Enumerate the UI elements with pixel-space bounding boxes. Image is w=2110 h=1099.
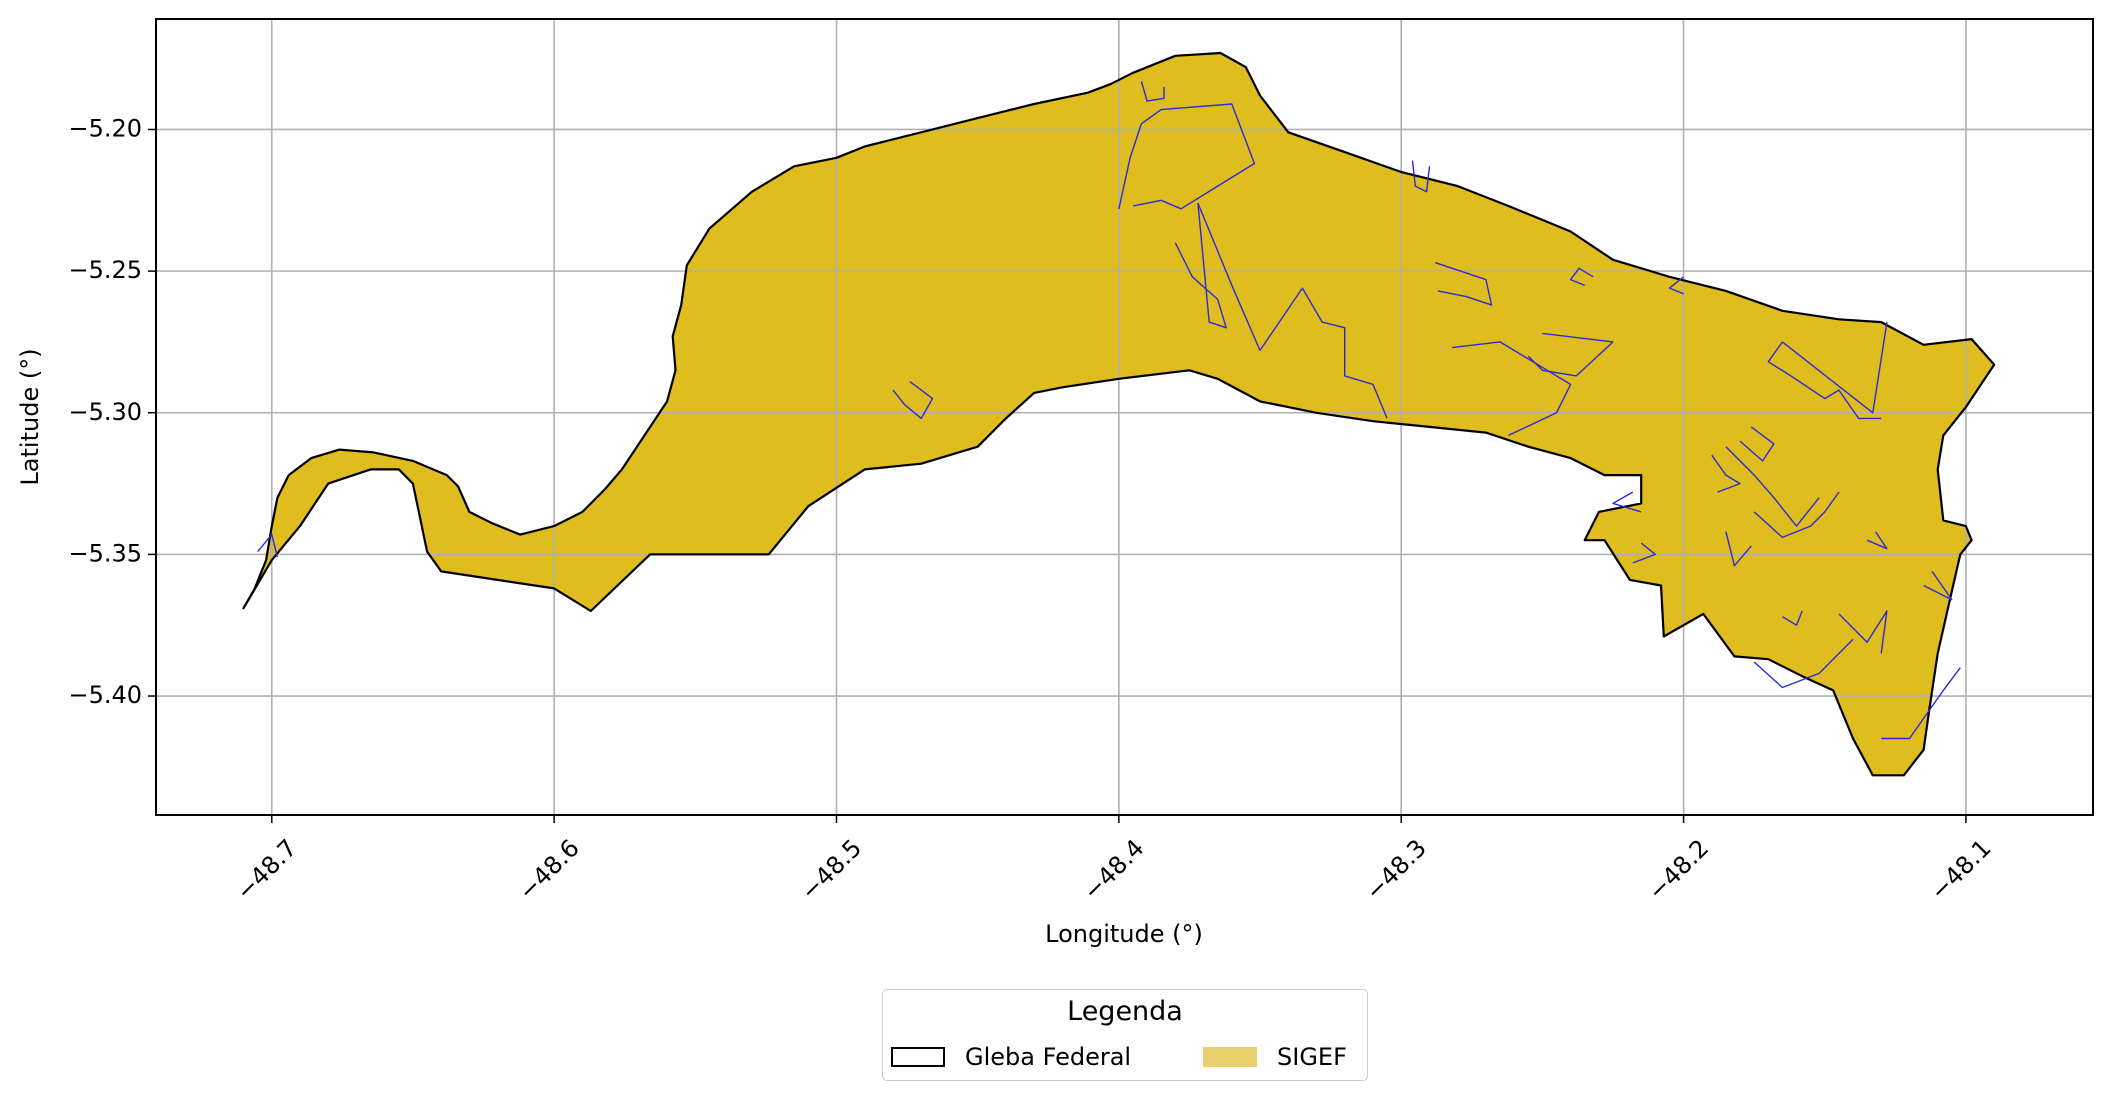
- sigef-parcel-outline: [1753, 491, 1840, 539]
- sigef-parcel-outline: [1725, 531, 1752, 567]
- sigef-parcel-outline: [1569, 267, 1594, 286]
- sigef-parcel-outline: [1782, 610, 1803, 626]
- plot-frame: [155, 18, 2094, 816]
- legend-item-gleba-federal: Gleba Federal: [891, 1042, 1131, 1072]
- sigef-parcel-outline: [1739, 426, 1775, 462]
- sigef-parcel-outline: [1711, 454, 1741, 493]
- sigef-parcel-outline: [1411, 160, 1431, 193]
- y-axis-label: Latitude (°): [16, 348, 44, 485]
- sigef-parcel-outline: [1767, 341, 1882, 420]
- sigef-parcel-outline: [1612, 491, 1642, 513]
- sigef-area: [243, 53, 1995, 776]
- legend-label-sigef: SIGEF: [1277, 1043, 1347, 1071]
- y-tick-label: −5.40: [68, 681, 142, 709]
- sigef-parcel-outline: [1451, 341, 1572, 437]
- sigef-parcel-outline: [1923, 571, 1953, 601]
- legend-label-gleba-federal: Gleba Federal: [965, 1043, 1132, 1071]
- x-tick-label: −48.6: [513, 834, 585, 906]
- legend: Legenda Gleba Federal SIGEF: [882, 989, 1368, 1081]
- sigef-parcel-outline: [1632, 542, 1657, 564]
- sigef-parcel-outline: [1838, 610, 1888, 654]
- legend-patch-outline: [891, 1047, 945, 1067]
- y-axis-ticks: −5.20 −5.25 −5.30 −5.35 −5.40: [68, 114, 156, 709]
- x-tick-label: −48.5: [795, 834, 867, 906]
- y-tick-label: −5.20: [68, 114, 142, 142]
- x-tick-label: −48.2: [1642, 834, 1714, 906]
- sigef-parcel-outline: [1140, 81, 1165, 102]
- y-tick-label: −5.30: [68, 398, 142, 426]
- sigef-parcel-outline: [257, 533, 279, 558]
- sigef-parcel-outline: [1725, 446, 1820, 527]
- sigef-parcel-outline: [1753, 638, 1854, 689]
- x-axis-ticks: −48.7 −48.6 −48.5 −48.4 −48.3 −48.2 −48.1: [231, 815, 1997, 906]
- sigef-parcel-outline: [1527, 332, 1614, 377]
- sigef-parcel-outline: [1881, 667, 1961, 740]
- grid-lines: [156, 19, 2093, 815]
- sigef-parcel-outline: [1668, 276, 1685, 295]
- sigef-parcel-outline: [1434, 261, 1493, 306]
- legend-title: Legenda: [1067, 996, 1183, 1027]
- sigef-parcels: [257, 81, 1961, 740]
- sigef-parcel-outline: [1781, 321, 1888, 414]
- sigef-fill: [243, 53, 1995, 776]
- sigef-parcel-outline: [1118, 103, 1256, 210]
- sigef-parcel-outline: [892, 381, 934, 420]
- x-tick-label: −48.7: [231, 834, 303, 906]
- y-tick-label: −5.25: [68, 256, 142, 284]
- gleba-federal-outline: [242, 51, 1996, 777]
- x-tick-label: −48.1: [1925, 834, 1997, 906]
- y-tick-label: −5.35: [68, 539, 142, 567]
- sigef-parcel-outline: [1866, 531, 1888, 550]
- x-tick-label: −48.4: [1078, 834, 1150, 906]
- x-tick-label: −48.3: [1360, 834, 1432, 906]
- x-axis-label: Longitude (°): [1045, 920, 1203, 948]
- gleba-federal-boundary: [242, 51, 1996, 777]
- sigef-parcel-outline: [1197, 202, 1388, 419]
- legend-patch-fill: [1203, 1047, 1257, 1067]
- legend-item-sigef: SIGEF: [1203, 1042, 1347, 1072]
- sigef-parcel-outline: [1174, 203, 1227, 329]
